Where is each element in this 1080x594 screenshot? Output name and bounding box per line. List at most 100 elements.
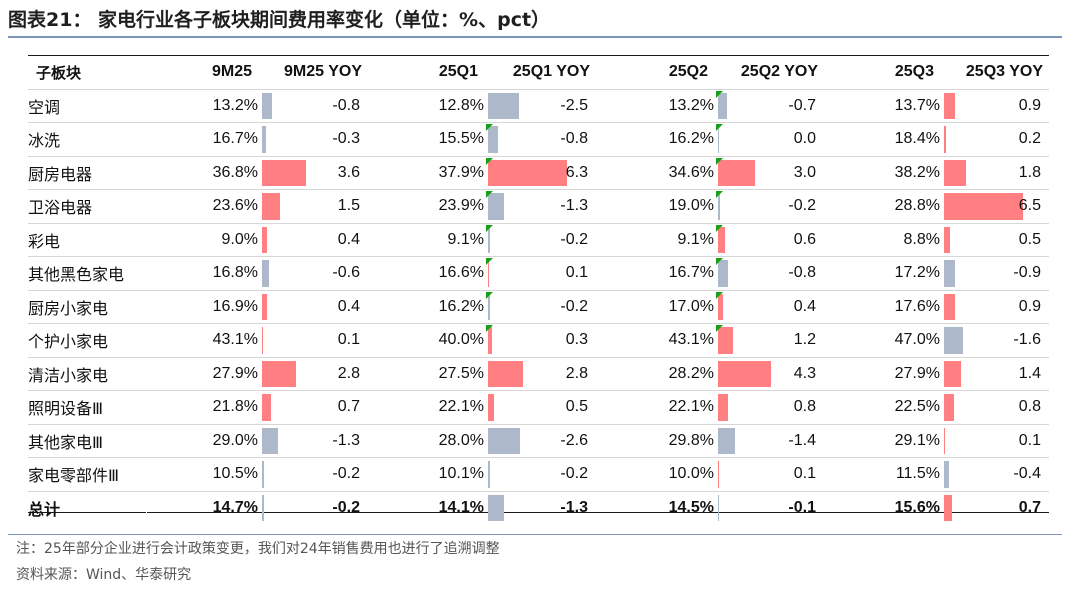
expense-rate-cell: 28.2% <box>596 357 714 391</box>
expense-rate-cell: 8.8% <box>824 223 940 257</box>
yoy-change-cell: -0.8 <box>258 89 368 123</box>
yoy-bar-track <box>262 327 364 354</box>
yoy-increase-bar <box>718 159 755 186</box>
yoy-increase-bar <box>944 193 1023 220</box>
yoy-change-cell: 4.3 <box>714 357 824 391</box>
yoy-bar-track <box>488 92 592 119</box>
expense-rate-value: 21.8% <box>212 398 258 416</box>
expense-rate-value: 11.5% <box>895 465 940 483</box>
cell-flag-marker <box>486 258 493 265</box>
yoy-decrease-bar <box>488 494 505 521</box>
yoy-change-value: 4.3 <box>793 364 816 382</box>
expense-rate-value: 10.1% <box>438 465 484 483</box>
expense-rate-cell: 43.1% <box>596 323 714 358</box>
yoy-change-cell: 1.2 <box>714 323 824 358</box>
cell-flag-marker <box>486 124 493 131</box>
expense-rate-value: 43.1% <box>212 331 258 349</box>
expense-rate-value: 29.0% <box>212 431 258 449</box>
expense-rate-cell: 10.5% <box>146 457 258 492</box>
yoy-increase-bar <box>488 327 492 354</box>
table-row: 卫浴电器 23.6% 1.5 23.9% -1.3 19.0% -0.2 28.8% 6.5 <box>28 189 1049 224</box>
expense-rate-value: 16.2% <box>438 297 484 315</box>
yoy-bar-track <box>944 461 1045 488</box>
expense-ratio-table-container: 子板块 9M25 9M25 YOY 25Q1 25Q1 YOY 25Q2 25Q… <box>28 55 1049 524</box>
expense-rate-value: 10.5% <box>212 465 258 483</box>
yoy-change-value: 0.7 <box>1018 498 1041 516</box>
yoy-bar-track <box>262 461 364 488</box>
yoy-change-cell: 3.6 <box>258 156 368 190</box>
yoy-change-value: -0.2 <box>788 197 816 214</box>
yoy-change-cell: 0.2 <box>940 122 1049 157</box>
expense-rate-value: 17.2% <box>894 264 940 282</box>
yoy-increase-bar <box>944 494 953 521</box>
expense-rate-cell: 17.6% <box>824 290 940 324</box>
expense-rate-cell: 15.5% <box>368 122 484 157</box>
cell-flag-marker <box>486 191 493 198</box>
yoy-bar-track <box>262 293 364 320</box>
expense-rate-cell: 12.8% <box>368 89 484 123</box>
expense-rate-value: 9.1% <box>447 230 484 248</box>
yoy-change-cell: 0.8 <box>714 390 824 425</box>
sector-name-cell: 空调 <box>28 89 147 123</box>
yoy-change-cell: -1.3 <box>258 424 368 458</box>
cell-flag-marker <box>716 325 723 332</box>
header-25q3-yoy: 25Q3 YOY <box>940 56 1049 90</box>
yoy-bar-track <box>944 226 1045 253</box>
yoy-bar-track <box>488 226 592 253</box>
yoy-increase-bar <box>262 159 307 186</box>
yoy-bar-track <box>718 293 820 320</box>
yoy-increase-bar <box>718 461 720 488</box>
expense-rate-cell: 37.9% <box>368 156 484 190</box>
yoy-change-value: 6.5 <box>1018 197 1041 214</box>
table-row: 空调 13.2% -0.8 12.8% -2.5 13.2% -0.7 13.7% 0.9 <box>28 89 1049 123</box>
yoy-change-cell: 0.3 <box>484 323 596 358</box>
expense-rate-cell: 15.6% <box>824 491 940 524</box>
expense-rate-cell: 40.0% <box>368 323 484 358</box>
expense-rate-cell: 9.1% <box>368 223 484 257</box>
yoy-change-cell: -1.3 <box>484 491 596 524</box>
yoy-decrease-bar <box>718 92 727 119</box>
yoy-decrease-bar <box>262 427 278 454</box>
yoy-change-value: 0.4 <box>793 297 816 315</box>
expense-rate-cell: 29.0% <box>146 424 258 458</box>
expense-rate-value: 29.8% <box>668 431 714 449</box>
expense-rate-cell: 16.7% <box>146 122 258 157</box>
yoy-change-cell: 6.3 <box>484 156 596 190</box>
table-row: 照明设备Ⅲ 21.8% 0.7 22.1% 0.5 22.1% 0.8 22.5% 0.8 <box>28 390 1049 425</box>
yoy-bar-track <box>262 494 364 521</box>
table-row: 清洁小家电 27.9% 2.8 27.5% 2.8 28.2% 4.3 27.9% 1.4 <box>28 357 1049 391</box>
yoy-decrease-bar <box>718 193 721 220</box>
yoy-change-value: 0.5 <box>565 398 588 415</box>
yoy-change-value: -1.3 <box>560 197 588 214</box>
yoy-change-value: 0.4 <box>337 230 360 248</box>
yoy-bar-track <box>944 159 1045 186</box>
expense-rate-value: 16.7% <box>668 264 714 282</box>
yoy-bar-track <box>944 327 1045 354</box>
expense-rate-value: 40.0% <box>438 331 484 349</box>
yoy-bar-track <box>944 394 1045 421</box>
expense-rate-value: 19.0% <box>668 197 714 215</box>
yoy-bar-track <box>262 126 364 153</box>
expense-rate-value: 9.1% <box>677 230 714 248</box>
expense-rate-value: 12.8% <box>438 96 484 114</box>
yoy-change-value: 0.5 <box>1018 230 1041 248</box>
yoy-change-cell: -0.2 <box>714 189 824 224</box>
expense-rate-value: 38.2% <box>894 163 940 181</box>
yoy-bar-track <box>944 126 1045 153</box>
expense-ratio-table: 子板块 9M25 9M25 YOY 25Q1 25Q1 YOY 25Q2 25Q… <box>28 56 1049 524</box>
expense-rate-cell: 38.2% <box>824 156 940 190</box>
expense-rate-cell: 29.1% <box>824 424 940 458</box>
cell-flag-marker <box>716 224 723 232</box>
chart-title: 图表21： 家电行业各子板块期间费用率变化（单位：%、pct） <box>8 9 551 31</box>
yoy-change-cell: -0.2 <box>258 491 368 524</box>
yoy-change-cell: -0.6 <box>258 256 368 291</box>
yoy-increase-bar <box>718 293 723 320</box>
footer-divider <box>8 534 1062 535</box>
expense-rate-cell: 36.8% <box>146 156 258 190</box>
yoy-change-value: 1.8 <box>1018 163 1041 181</box>
yoy-change-cell: -0.3 <box>258 122 368 157</box>
yoy-change-value: -0.9 <box>1013 264 1041 281</box>
yoy-bar-track <box>488 159 592 186</box>
expense-rate-cell: 16.2% <box>596 122 714 157</box>
yoy-bar-track <box>262 427 364 454</box>
